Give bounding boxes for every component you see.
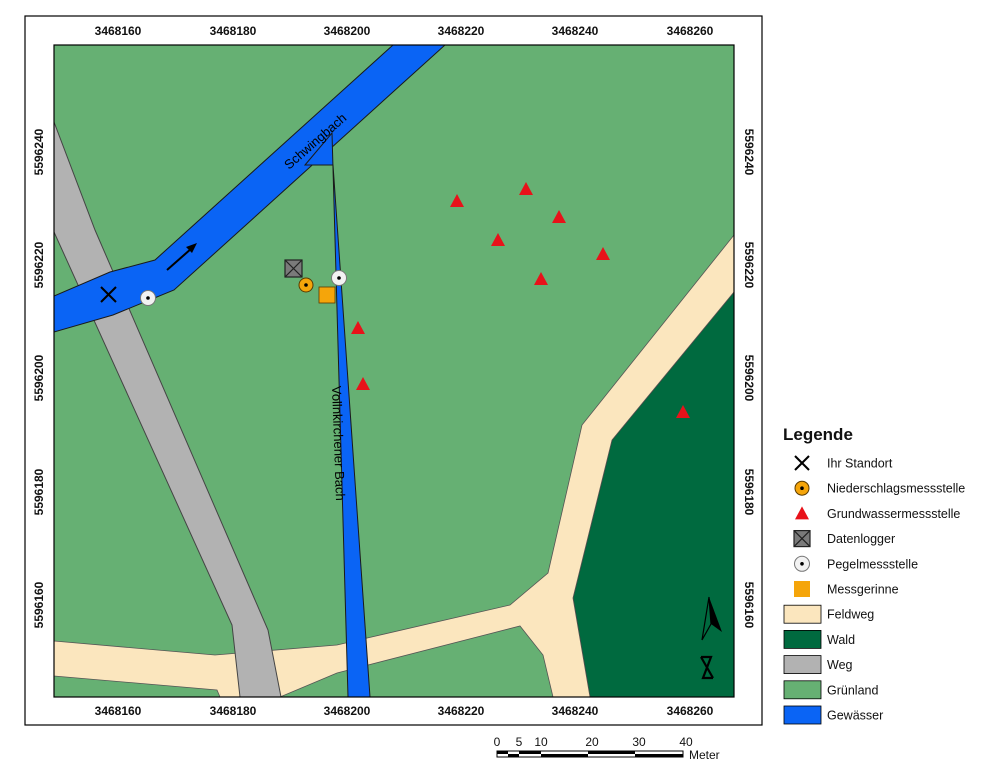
y-tick-label: 5596240 [742, 129, 756, 176]
color-patch [783, 680, 822, 700]
y-tick-label: 5596220 [742, 242, 756, 289]
color-patch [783, 630, 822, 649]
y-tick-label: 5596240 [32, 128, 46, 175]
grundwasser-marker [596, 247, 610, 260]
legend: Legende Ihr Standort Niederschlagsmessste… [783, 425, 965, 725]
x-tick-label: 3468220 [438, 24, 485, 38]
map-inner-frame [53, 44, 735, 698]
y-tick-label: 5596160 [32, 581, 46, 628]
legend-item: Niederschlagsmessstelle [794, 480, 965, 496]
legend-item: Pegelmessstelle [794, 555, 918, 572]
legend-item: Ihr Standort [794, 455, 893, 471]
scale-label: 5 [516, 735, 523, 749]
grundwasser-marker [450, 194, 464, 207]
x-tick-label: 3468180 [210, 24, 257, 38]
legend-label: Wald [827, 633, 855, 647]
scale-label: 0 [494, 735, 501, 749]
target-circle-icon [794, 555, 810, 572]
legend-item: Weg [783, 655, 853, 674]
x-tick-label: 3468240 [552, 24, 599, 38]
feldweg-area [54, 234, 734, 697]
datenlogger-marker [284, 259, 303, 278]
grundwasser-marker [676, 405, 690, 418]
grundwasser-marker [552, 210, 566, 223]
legend-label: Feldweg [827, 608, 874, 622]
north-arrow [700, 596, 722, 680]
schwingbach-river [54, 45, 446, 333]
legend-item: Gewässer [783, 705, 883, 725]
grundwasser-marker [519, 182, 533, 195]
x-ticks-bottom: 3468160 3468180 3468200 3468220 3468240 34682… [95, 704, 714, 718]
color-patch [783, 655, 822, 674]
legend-item: Messgerinne [794, 581, 899, 597]
legend-item: Grünland [783, 680, 878, 700]
standort-marker [100, 286, 117, 303]
scale-label: 20 [585, 735, 599, 749]
scale-label: 40 [679, 735, 693, 749]
crossed-box-icon [793, 529, 811, 548]
pegel-marker [140, 290, 156, 306]
legend-label: Weg [827, 658, 853, 672]
grundwasser-marker [534, 272, 548, 285]
legend-item: Wald [783, 630, 855, 649]
legend-label: Messgerinne [827, 583, 899, 597]
vollnkirchener-bach-label: Vollnkirchener Bach [329, 386, 348, 501]
color-patch [783, 604, 822, 624]
x-tick-label: 3468260 [667, 704, 714, 718]
scale-label: 30 [632, 735, 646, 749]
grundwassermessstellen [351, 182, 690, 418]
legend-item: Datenlogger [793, 529, 895, 548]
x-tick-label: 3468260 [667, 24, 714, 38]
legend-label: Grundwassermessstelle [827, 507, 960, 521]
y-tick-label: 5596200 [742, 355, 756, 402]
legend-item: Grundwassermessstelle [795, 506, 960, 521]
x-tick-label: 3468160 [95, 704, 142, 718]
color-patch [783, 705, 822, 725]
x-tick-label: 3468180 [210, 704, 257, 718]
square-icon [794, 581, 810, 597]
x-ticks-top: 3468160 3468180 3468200 3468220 3468240 34682… [95, 24, 714, 38]
pegel-marker [331, 270, 347, 286]
triangle-icon [795, 506, 809, 520]
niederschlag-marker [298, 277, 314, 293]
messgerinne-marker [318, 286, 336, 304]
legend-label: Pegelmessstelle [827, 557, 918, 571]
legend-title: Legende [783, 425, 853, 444]
legend-item: Feldweg [783, 604, 874, 624]
grundwasser-marker [491, 233, 505, 246]
legend-label: Ihr Standort [827, 457, 893, 471]
scale-bar: 0 5 10 20 30 40 Meter [494, 735, 720, 762]
y-ticks-left: 5596240 5596220 5596200 5596180 5596160 [32, 128, 46, 628]
flow-direction-arrow [166, 243, 197, 271]
legend-label: Niederschlagsmessstelle [827, 482, 965, 496]
x-tick-label: 3468240 [552, 704, 599, 718]
y-tick-label: 5596220 [32, 241, 46, 288]
map-area: Schwingbach Vollnkirchener Bach [54, 45, 734, 697]
x-tick-label: 3468200 [324, 704, 371, 718]
scale-label: 10 [534, 735, 548, 749]
x-cross-icon [794, 455, 810, 471]
legend-label: Datenlogger [827, 532, 895, 546]
dot-circle-icon [794, 480, 810, 496]
vollnkirchener-bach-river [303, 131, 371, 697]
grundwasser-marker [356, 377, 370, 390]
x-tick-label: 3468200 [324, 24, 371, 38]
y-tick-label: 5596180 [742, 469, 756, 516]
legend-label: Gewässer [827, 709, 883, 723]
y-tick-label: 5596160 [742, 582, 756, 629]
y-tick-label: 5596200 [32, 354, 46, 401]
grundwasser-marker [351, 321, 365, 334]
scale-unit: Meter [689, 748, 720, 762]
legend-label: Grünland [827, 683, 878, 697]
x-tick-label: 3468160 [95, 24, 142, 38]
y-ticks-right: 5596240 5596220 5596200 5596180 5596160 [742, 129, 756, 629]
x-tick-label: 3468220 [438, 704, 485, 718]
y-tick-label: 5596180 [32, 468, 46, 515]
